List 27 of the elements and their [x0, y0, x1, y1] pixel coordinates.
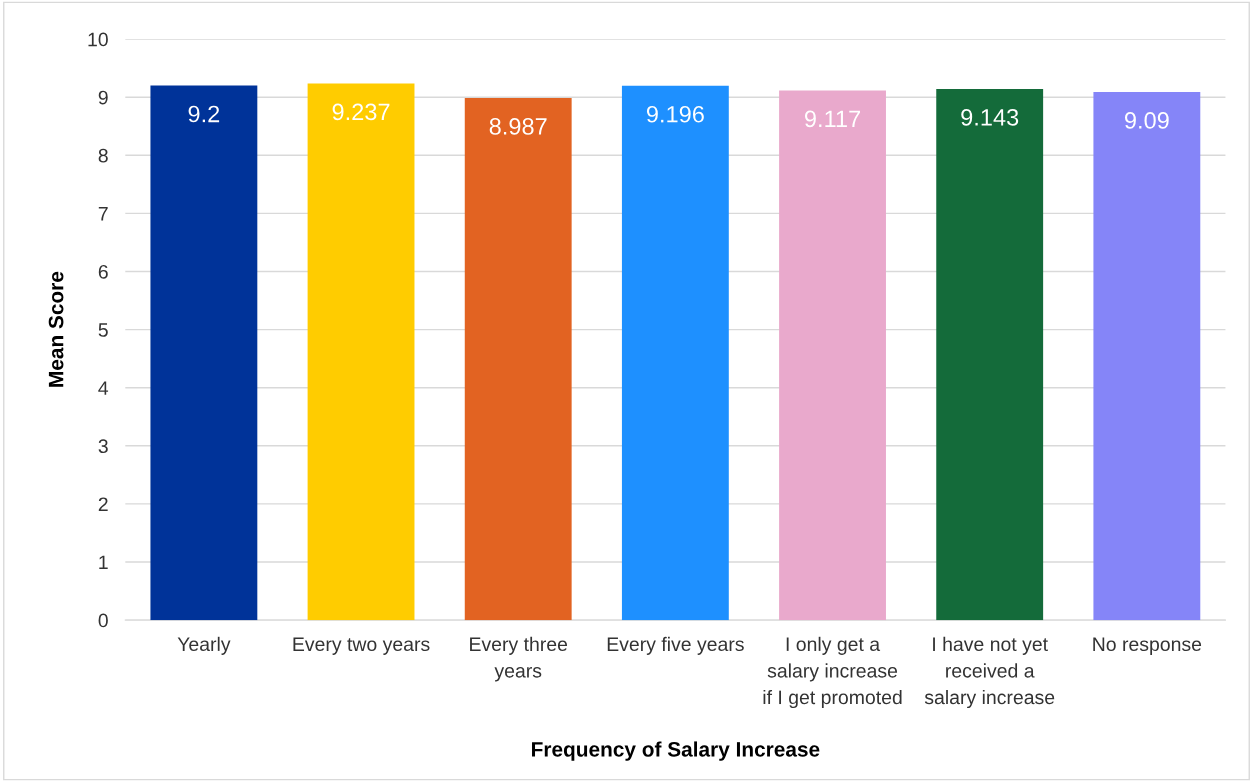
x-axis-title: Frequency of Salary Increase [532, 741, 820, 761]
data-label: 8.987 [489, 118, 547, 135]
y-tick-label: 3 [98, 439, 108, 454]
y-tick-label: 9 [98, 90, 108, 105]
y-tick-label: 0 [98, 613, 108, 628]
y-tick-label: 5 [98, 323, 108, 337]
data-label: 9.2 [188, 105, 220, 123]
y-tick-label: 8 [98, 148, 108, 163]
x-tick-label: I have not yet received a salary increase [924, 636, 1055, 709]
data-label: 9.143 [961, 108, 1019, 126]
y-tick-label: 10 [88, 32, 108, 47]
y-tick-label: 4 [98, 381, 109, 395]
data-label: 9.196 [646, 105, 704, 123]
x-tick-label: Every five years [607, 636, 744, 655]
x-tick-label: Yearly [177, 636, 231, 655]
x-tick-label: No response [1093, 637, 1202, 655]
x-tick-label: Every three years [470, 636, 568, 682]
data-label: 9.117 [804, 110, 861, 128]
x-tick-label: Every two years [293, 637, 430, 655]
y-tick-label: 6 [98, 264, 108, 279]
data-label: 9.237 [332, 103, 390, 121]
y-tick-label: 7 [98, 207, 108, 221]
y-tick-label: 1 [99, 555, 108, 570]
x-tick-label: I only get a salary increase if I get promoted [763, 636, 902, 709]
data-label: 9.09 [1124, 112, 1169, 129]
y-tick-label: 2 [98, 497, 108, 511]
y-axis-title: Mean Score [48, 271, 64, 387]
